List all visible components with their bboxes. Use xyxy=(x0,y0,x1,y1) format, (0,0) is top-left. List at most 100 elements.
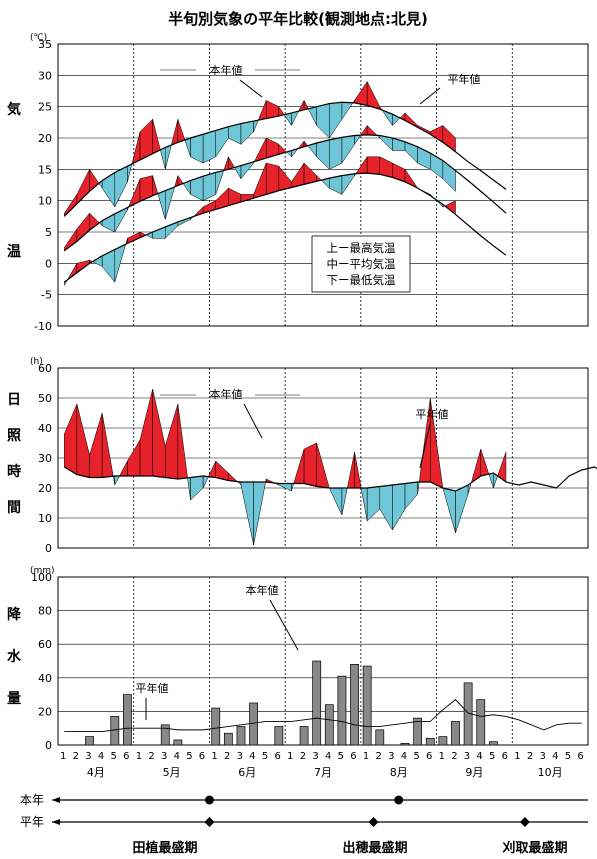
timeline-marker-normal xyxy=(519,817,530,827)
x-tick-label: 3 xyxy=(237,751,243,762)
precip-bar xyxy=(438,736,448,746)
temp-2-diff-area xyxy=(152,226,166,239)
temp-0-diff-area xyxy=(202,130,216,164)
sun-diff-area xyxy=(404,481,418,510)
x-tick-label: 1 xyxy=(439,751,445,762)
temp-2-diff-area xyxy=(329,175,343,195)
temp-0-diff-area xyxy=(316,103,330,139)
precip-bar xyxy=(375,729,385,746)
x-month-label: 5月 xyxy=(163,766,181,779)
precip-bar xyxy=(110,716,120,746)
x-tick-label: 5 xyxy=(489,751,495,762)
sun-diff-area xyxy=(89,412,103,478)
temp-0-diff-area xyxy=(291,110,300,126)
precip-bar xyxy=(249,702,258,746)
x-tick-label: 1 xyxy=(211,751,217,762)
x-tick-label: 3 xyxy=(388,751,394,762)
temp-0-diff-area xyxy=(139,118,153,161)
x-tick-label: 3 xyxy=(85,751,91,762)
temp-0-diff-area xyxy=(307,106,317,126)
timeline-row-label: 本年 xyxy=(20,793,44,807)
sun-ylabel: 日 xyxy=(7,392,21,408)
sun-diff-area xyxy=(347,451,355,489)
sun-ylabel: 時 xyxy=(7,463,21,480)
sun-diff-area xyxy=(139,388,153,477)
precip-tick-label: 40 xyxy=(38,672,52,685)
x-tick-label: 6 xyxy=(199,751,205,762)
x-tick-label: 4 xyxy=(401,751,407,762)
temp-1-diff-area xyxy=(366,124,378,136)
timeline-marker-this-year xyxy=(394,795,404,805)
temp-0-diff-area xyxy=(76,169,90,205)
precip-bar xyxy=(337,675,347,746)
temp-tick-label: 35 xyxy=(38,38,52,51)
precip-annotation-normal: 平年値 xyxy=(136,681,169,695)
temp-normal-line xyxy=(63,172,507,283)
temp-2-diff-area xyxy=(253,162,267,199)
temp-0-diff-area xyxy=(329,102,343,139)
temp-1-diff-area xyxy=(157,190,166,220)
temp-0-diff-area xyxy=(257,100,267,121)
temp-tick-label: -5 xyxy=(41,289,52,302)
temp-1-diff-area xyxy=(152,175,159,197)
temp-0-diff-area xyxy=(160,146,166,170)
precip-tick-label: 100 xyxy=(31,571,52,584)
x-tick-label: 1 xyxy=(514,751,520,762)
x-month-label: 6月 xyxy=(238,766,256,779)
x-tick-label: 1 xyxy=(60,751,66,762)
sun-diff-area xyxy=(354,451,362,489)
temp-2-diff-area xyxy=(291,162,305,188)
x-tick-label: 6 xyxy=(275,751,281,762)
sun-diff-area xyxy=(101,412,114,478)
x-month-label: 9月 xyxy=(465,766,483,779)
temp-0-diff-area xyxy=(366,81,381,110)
sun-diff-area xyxy=(480,448,490,477)
x-tick-label: 2 xyxy=(73,751,79,762)
temp-1-diff-area xyxy=(89,212,100,231)
precip-tick-label: 20 xyxy=(38,705,52,718)
precip-bar xyxy=(400,742,410,746)
x-tick-label: 2 xyxy=(224,751,230,762)
precip-bar xyxy=(476,699,486,746)
temp-1-diff-area xyxy=(316,139,330,170)
precip-bar xyxy=(223,732,233,746)
temp-tick-label: 5 xyxy=(45,226,52,239)
temp-0-diff-area xyxy=(165,144,172,170)
timeline-stage-label: 田植最盛期 xyxy=(132,840,197,856)
precip-bar xyxy=(362,665,372,746)
sun-unit: (h) xyxy=(30,357,43,367)
sun-diff-area xyxy=(455,484,469,534)
x-tick-label: 6 xyxy=(577,751,583,762)
sun-diff-area xyxy=(114,475,120,486)
timeline-stage-label: 刈取最盛期 xyxy=(502,840,567,856)
x-month-label: 10月 xyxy=(538,766,563,779)
x-tick-label: 2 xyxy=(451,751,457,762)
x-tick-label: 3 xyxy=(464,751,470,762)
temp-1-diff-area xyxy=(341,135,355,164)
temp-1-diff-area xyxy=(139,175,153,202)
sun-tick-label: 50 xyxy=(38,392,52,405)
sun-diff-area xyxy=(316,442,330,489)
sun-diff-area xyxy=(64,403,78,475)
x-tick-label: 4 xyxy=(552,751,558,762)
precip-frame xyxy=(57,576,589,746)
temp-0-diff-area xyxy=(127,163,133,182)
temp-0-diff-area xyxy=(341,102,354,121)
temp-tick-label: 15 xyxy=(38,163,52,176)
sun-diff-area xyxy=(379,484,393,531)
temp-1-diff-area xyxy=(202,172,216,202)
temp-1-diff-area xyxy=(76,212,90,242)
x-tick-label: 1 xyxy=(363,751,369,762)
x-tick-label: 3 xyxy=(540,751,546,762)
precip-ylabel: 水 xyxy=(7,648,22,665)
temp-legend-box xyxy=(311,235,411,293)
x-tick-label: 6 xyxy=(350,751,356,762)
temp-0-diff-area xyxy=(442,124,456,153)
temp-2-diff-area xyxy=(341,173,355,196)
timeline-row-label: 平年 xyxy=(20,815,44,829)
sun-diff-area xyxy=(152,388,166,478)
x-month-label: 7月 xyxy=(314,766,332,779)
x-tick-label: 2 xyxy=(375,751,381,762)
sun-annotation-normal: 平年値 xyxy=(416,407,449,421)
temp-2-diff-area xyxy=(67,262,78,280)
